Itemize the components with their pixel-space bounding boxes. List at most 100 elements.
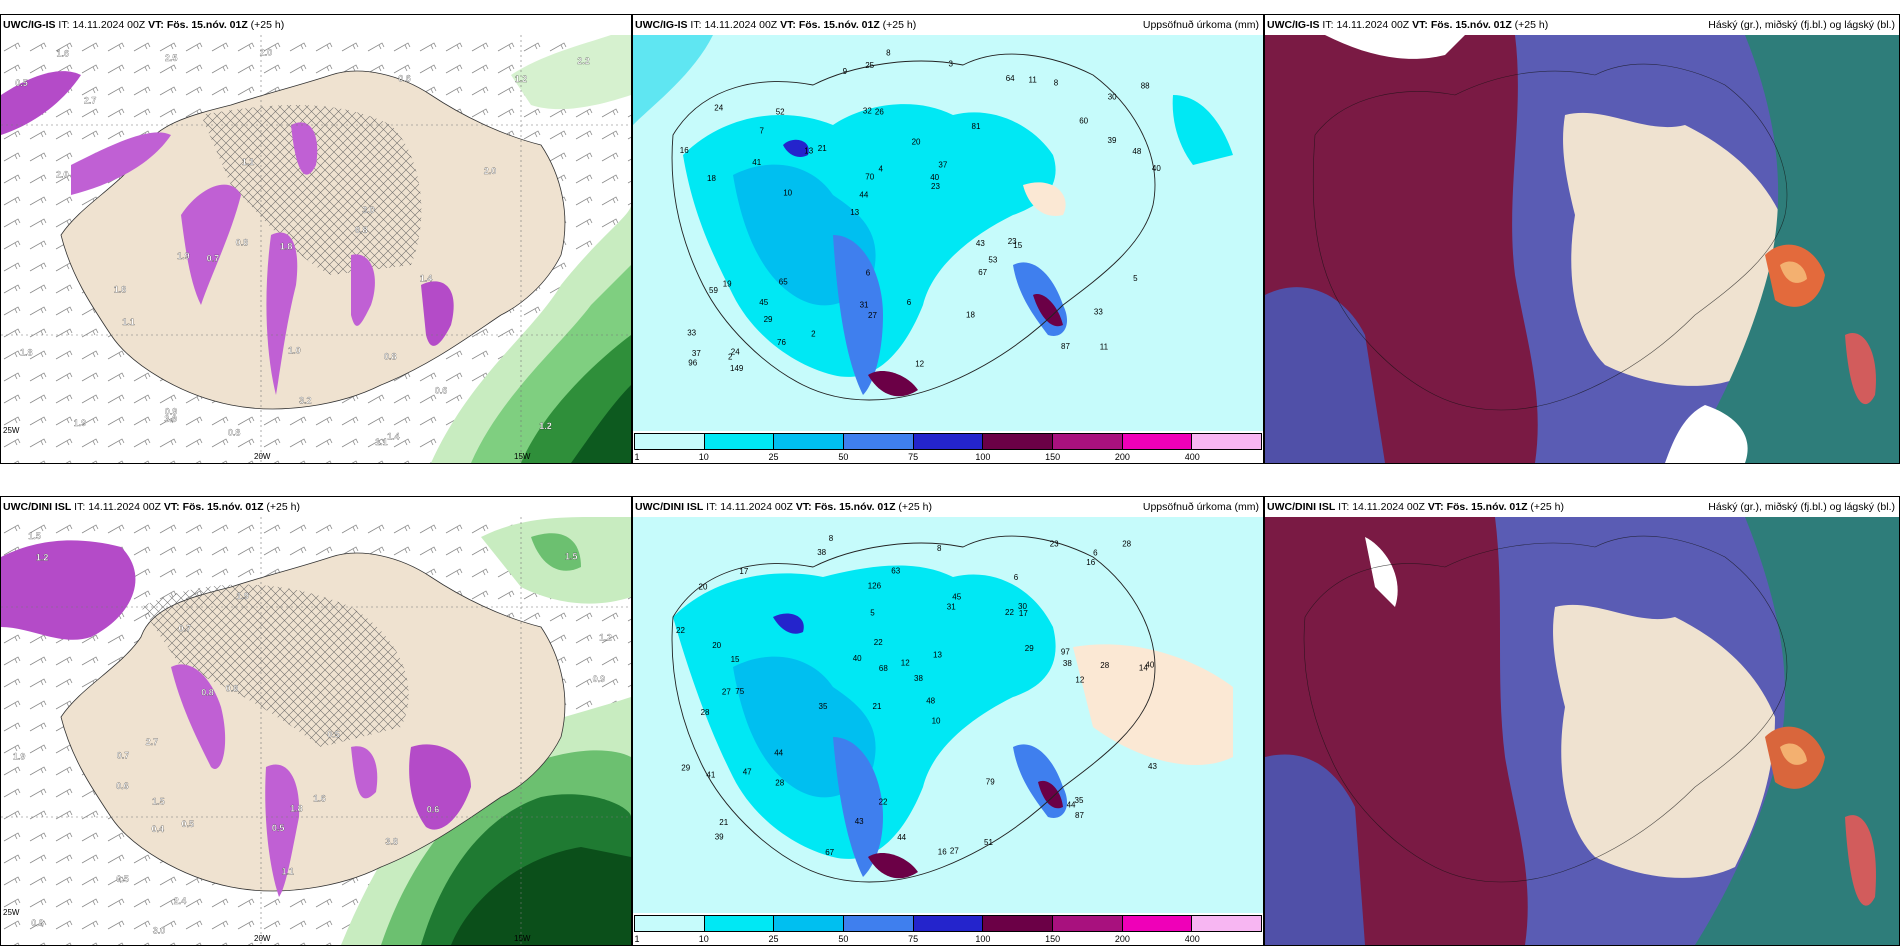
- valid-time: Fös. 15.nóv. 01Z: [182, 501, 264, 513]
- legend-swatch: [1192, 916, 1262, 931]
- legend-swatch: [913, 434, 984, 449]
- value-label: 6: [1093, 549, 1098, 558]
- value-label: 9: [843, 67, 848, 76]
- value-label: 53: [988, 255, 997, 264]
- value-label: 20: [699, 583, 708, 592]
- value-label: 40: [1145, 661, 1154, 670]
- value-label: 0.7: [117, 751, 130, 761]
- value-label: 28: [775, 779, 784, 788]
- value-label: 10: [932, 717, 941, 726]
- value-label: 8: [937, 544, 942, 553]
- value-label: 7: [760, 127, 765, 136]
- lon-label-25w: 25W: [3, 908, 20, 917]
- value-label: 96: [688, 359, 697, 368]
- value-label: 16: [680, 146, 689, 155]
- legend-swatch: [1122, 916, 1193, 931]
- value-label: 2: [811, 330, 816, 339]
- value-label: 22: [676, 626, 685, 635]
- value-label: 43: [855, 817, 864, 826]
- legend-tick-label: 150: [1045, 934, 1061, 944]
- value-label: 25: [865, 61, 874, 70]
- legend-swatch: [1053, 434, 1123, 449]
- value-label: 14: [1139, 664, 1148, 673]
- legend-tick-label: 1: [634, 934, 640, 944]
- value-label: 2.7: [84, 95, 97, 105]
- value-label: 12: [1075, 675, 1084, 684]
- value-label: 6: [907, 298, 912, 307]
- value-label: 0.5: [272, 823, 285, 833]
- value-label: 8: [829, 534, 834, 543]
- value-label: 12: [901, 659, 910, 668]
- panel-header: UWC/IG-IS IT: 14.11.2024 00Z VT: Fös. 15…: [633, 15, 1263, 35]
- value-label: 22: [1005, 608, 1014, 617]
- value-label: 1.9: [13, 751, 26, 761]
- lead-time: (+25 h): [1514, 19, 1549, 31]
- value-label: 38: [914, 674, 923, 683]
- value-label: 126: [868, 581, 882, 590]
- value-label: 65: [779, 277, 788, 286]
- value-label: 0.6: [116, 781, 129, 791]
- value-label: 1.9: [236, 591, 249, 601]
- legend-tick-label: 100: [975, 452, 991, 462]
- value-label: 10: [783, 188, 792, 197]
- value-label: 16: [1086, 558, 1095, 567]
- value-label: 24: [731, 347, 740, 356]
- value-label: 5: [870, 608, 875, 617]
- legend-tick-label: 10: [698, 452, 709, 462]
- value-label: 35: [1075, 796, 1084, 805]
- value-label: 2.2: [577, 56, 590, 66]
- valid-time: Fös. 15.nóv. 01Z: [166, 19, 248, 31]
- legend-tick-label: 200: [1114, 934, 1130, 944]
- legend-tick-label: 50: [838, 452, 849, 462]
- legend-tick-label: 150: [1045, 452, 1061, 462]
- valid-time: Fös. 15.nóv. 01Z: [1430, 19, 1512, 31]
- value-label: 1.4: [387, 431, 400, 441]
- value-label: 48: [1132, 147, 1141, 156]
- value-label: 0.6: [435, 385, 448, 395]
- value-label: 15: [731, 655, 740, 664]
- value-label: 0.9: [593, 674, 606, 684]
- lon-label-15w: 15W: [514, 934, 531, 943]
- legend-color-bar: [634, 433, 1262, 450]
- value-label: 1.5: [565, 551, 578, 561]
- panel-header: UWC/IG-IS IT: 14.11.2024 00Z VT: Fös. 15…: [3, 19, 285, 31]
- legend-swatch: [635, 434, 705, 449]
- value-label: 6: [1014, 573, 1019, 582]
- legend-tick-label: 400: [1184, 452, 1200, 462]
- panel-title: Uppsöfnuð úrkoma (mm): [1142, 19, 1259, 31]
- value-label: 17: [1019, 609, 1028, 618]
- value-label: 40: [930, 173, 939, 182]
- value-label: 45: [759, 298, 768, 307]
- value-label: 1.9: [74, 418, 87, 428]
- legend-swatch: [983, 434, 1054, 449]
- panel-title: Háský (gr.), miðský (fj.bl.) og lágský (…: [1708, 501, 1895, 513]
- value-label: 44: [897, 833, 906, 842]
- legend-color-bar: [634, 915, 1262, 932]
- value-label: 15: [1013, 241, 1022, 250]
- value-label: 6: [866, 268, 871, 277]
- legend-tick-label: 25: [768, 452, 779, 462]
- value-label: 39: [1108, 136, 1117, 145]
- value-label: 13: [850, 208, 859, 217]
- value-label: 41: [706, 771, 715, 780]
- value-label: 8: [1054, 79, 1059, 88]
- panel-header: UWC/IG-IS IT: 14.11.2024 00Z VT: Fös. 15…: [1265, 15, 1899, 35]
- cloud-map: [1265, 517, 1899, 945]
- value-label: 27: [722, 688, 731, 697]
- value-label: 21: [719, 818, 728, 827]
- value-label: 2.0: [484, 166, 497, 176]
- value-label: 20: [712, 641, 721, 650]
- model-name: UWC/DINI ISL: [635, 501, 704, 513]
- value-label: 3.0: [164, 414, 177, 424]
- value-label: 47: [743, 768, 752, 777]
- legend-tick-label: 50: [838, 934, 849, 944]
- legend-tick-label: 1: [634, 452, 640, 462]
- model-name: UWC/IG-IS: [1267, 19, 1320, 31]
- value-label: 48: [926, 697, 935, 706]
- panel-header: UWC/DINI ISL IT: 14.11.2024 00Z VT: Fös.…: [633, 497, 1263, 517]
- panel-igis-wind-precip: UWC/IG-IS IT: 14.11.2024 00Z VT: Fös. 15…: [0, 14, 632, 464]
- value-label: 0.8: [236, 238, 249, 248]
- value-label: 2: [728, 352, 733, 361]
- value-label: 3.2: [299, 396, 312, 406]
- value-label: 18: [966, 310, 975, 319]
